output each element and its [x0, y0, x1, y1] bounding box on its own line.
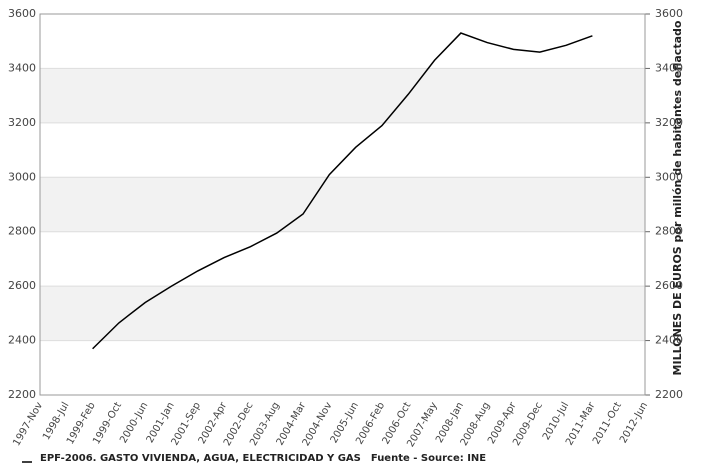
source-note: Fuente - Source: INE: [371, 453, 486, 464]
grid-band: [40, 177, 645, 232]
y-tick-label: 2400: [8, 334, 36, 347]
x-tick-label: 1997-Nov: [11, 400, 45, 448]
plot-frame: [39, 13, 646, 396]
y-tick-label: 3400: [8, 61, 36, 74]
y2-tick-label: 2600: [655, 279, 683, 292]
y-tick-label: 3000: [8, 170, 36, 183]
y2-axis-label: MILLONES DE EUROS por millón de habitant…: [671, 20, 684, 375]
y2-tick-label: 3200: [655, 116, 683, 129]
y2-tick-label: 2200: [655, 388, 683, 401]
y-tick-label: 3600: [8, 7, 36, 20]
y2-tick-label: 2400: [655, 334, 683, 347]
y2-tick-label: 3400: [655, 61, 683, 74]
grid-band: [40, 286, 645, 341]
y-tick-label: 3200: [8, 116, 36, 129]
y2-tick-label: 3600: [655, 7, 683, 20]
y-tick-label: 2800: [8, 225, 36, 238]
grid-band: [40, 68, 645, 123]
y2-tick-label: 3000: [655, 170, 683, 183]
y-tick-label: 2600: [8, 279, 36, 292]
y-tick-label: 2200: [8, 388, 36, 401]
y2-tick-label: 2800: [655, 225, 683, 238]
legend-label: EPF-2006. GASTO VIVIENDA, AGUA, ELECTRIC…: [40, 453, 361, 464]
data-line: [92, 32, 593, 350]
